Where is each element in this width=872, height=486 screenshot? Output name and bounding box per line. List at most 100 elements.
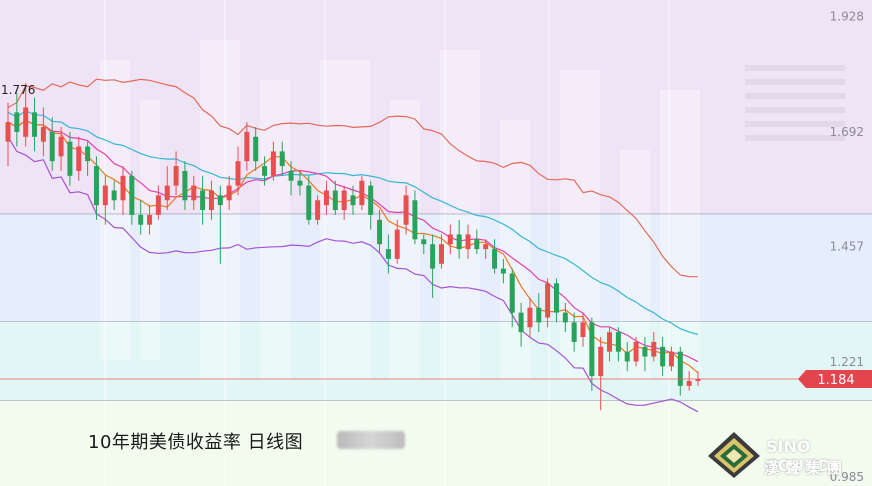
watermark-block-10 xyxy=(660,90,700,380)
candle-64 xyxy=(571,312,577,352)
candle-43 xyxy=(385,234,391,274)
background-watermark xyxy=(100,40,845,380)
zone-1 xyxy=(0,213,872,322)
candle-26 xyxy=(235,146,241,196)
candle-9 xyxy=(85,141,91,176)
candle-36 xyxy=(323,180,329,215)
vertical-grid xyxy=(104,0,670,486)
blurred-watermark-text xyxy=(337,431,405,449)
candle-14 xyxy=(129,170,135,225)
candle-58 xyxy=(518,302,524,347)
candle-69 xyxy=(615,327,621,362)
candle-59 xyxy=(527,297,533,338)
watermark-block-7 xyxy=(500,120,530,380)
brand-english: SINO SOUND xyxy=(766,437,831,475)
y-tick-label-4: 0.985 xyxy=(830,470,864,484)
candle-52 xyxy=(465,224,471,259)
y-tick-labels: 1.928 1.692 1.457 1.221 0.985 xyxy=(830,10,864,485)
candle-15 xyxy=(138,200,144,235)
candle-56 xyxy=(500,258,506,284)
candle-55 xyxy=(492,239,498,274)
candle-50 xyxy=(447,224,453,254)
candle-18 xyxy=(164,166,170,211)
candle-23 xyxy=(208,180,214,220)
candle-42 xyxy=(377,210,383,254)
candle-22 xyxy=(200,175,206,225)
candle-51 xyxy=(456,219,462,259)
candles xyxy=(5,83,701,411)
candle-13 xyxy=(120,166,126,215)
watermark-bar-3 xyxy=(745,107,845,113)
candle-2 xyxy=(23,83,29,147)
candle-12 xyxy=(111,180,117,211)
candle-49 xyxy=(438,234,444,269)
watermark-block-5 xyxy=(390,100,420,380)
candle-34 xyxy=(306,175,312,225)
lower-band-line xyxy=(7,136,699,413)
candle-35 xyxy=(315,195,321,225)
candle-39 xyxy=(350,185,356,215)
candle-21 xyxy=(191,175,197,211)
candle-32 xyxy=(288,161,294,196)
candle-31 xyxy=(279,141,285,176)
candle-37 xyxy=(332,180,338,215)
candle-0 xyxy=(5,102,11,167)
candle-10 xyxy=(93,156,99,220)
candle-24 xyxy=(217,185,223,264)
candle-25 xyxy=(226,175,232,211)
candle-77 xyxy=(686,371,692,391)
zone-0 xyxy=(0,0,872,214)
candle-1 xyxy=(14,92,20,147)
watermark-bar-0 xyxy=(745,65,845,71)
candle-74 xyxy=(660,337,666,377)
candle-6 xyxy=(58,126,64,171)
current-price-label: 1.184 xyxy=(817,373,854,388)
y-tick-label-1: 1.692 xyxy=(830,125,864,139)
candle-67 xyxy=(598,337,604,411)
candle-61 xyxy=(545,278,551,328)
watermark-bar-4 xyxy=(745,121,845,127)
candle-19 xyxy=(173,151,179,196)
candle-3 xyxy=(32,97,38,152)
candle-68 xyxy=(607,327,613,362)
candle-60 xyxy=(536,293,542,333)
candle-5 xyxy=(49,117,55,171)
brand-chinese: 漢聲集團 xyxy=(764,459,849,477)
candle-47 xyxy=(421,234,427,254)
candle-63 xyxy=(562,302,568,333)
candle-45 xyxy=(403,185,409,235)
zone-2 xyxy=(0,321,872,401)
candle-73 xyxy=(651,332,657,362)
candle-48 xyxy=(430,234,436,298)
watermark-block-6 xyxy=(440,50,480,380)
candle-27 xyxy=(244,122,250,171)
candle-41 xyxy=(368,180,374,230)
candle-54 xyxy=(483,239,489,259)
candle-76 xyxy=(677,346,683,396)
candle-46 xyxy=(412,190,418,245)
candle-78 xyxy=(695,371,701,386)
current-value-line: 1.184 xyxy=(0,370,872,389)
value-labels: 1.776 xyxy=(1,83,35,97)
candle-4 xyxy=(40,107,46,157)
sino-sound-logo-icon xyxy=(708,432,760,478)
watermark-block-4 xyxy=(320,60,370,380)
candle-29 xyxy=(262,156,268,186)
candle-71 xyxy=(633,337,639,367)
candle-20 xyxy=(182,161,188,211)
y-tick-label-2: 1.457 xyxy=(830,240,864,254)
candle-11 xyxy=(102,175,108,225)
chart-title: 10年期美债收益率 日线图 xyxy=(88,432,304,453)
candle-8 xyxy=(76,136,82,181)
candle-28 xyxy=(253,126,259,171)
watermark-bar-2 xyxy=(745,93,845,99)
candle-62 xyxy=(553,278,559,323)
candle-70 xyxy=(624,341,630,372)
y-tick-label-3: 1.221 xyxy=(830,355,864,369)
current-price-badge xyxy=(798,370,872,389)
mid-band-line xyxy=(7,110,699,336)
candle-33 xyxy=(297,170,303,196)
candle-72 xyxy=(642,337,648,372)
y-tick-label-0: 1.928 xyxy=(830,10,864,24)
